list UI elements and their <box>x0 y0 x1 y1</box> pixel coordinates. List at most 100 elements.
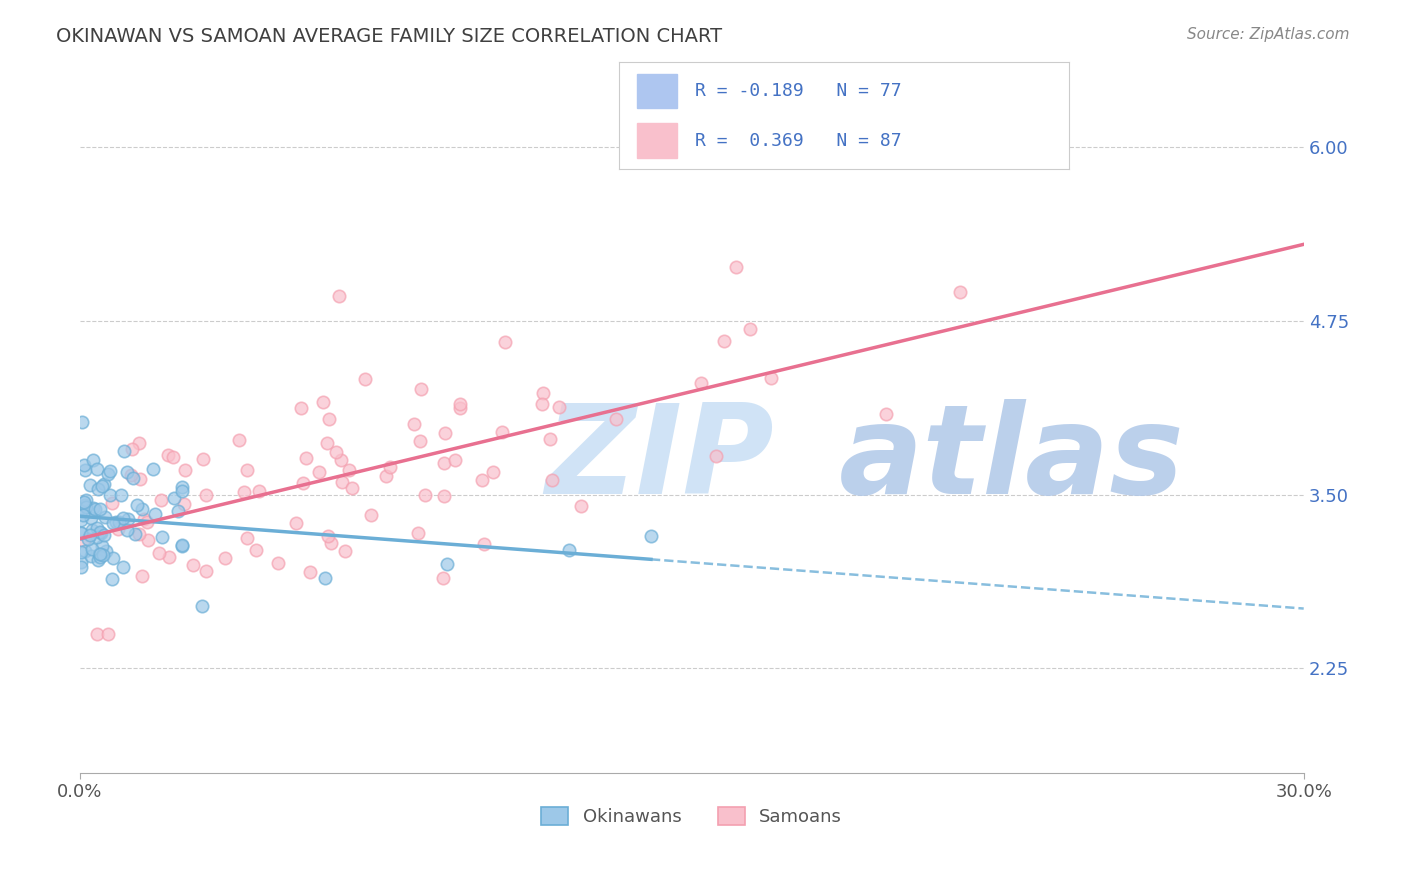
Point <box>472 537 495 551</box>
Point <box>89 548 111 562</box>
Point <box>316 529 339 543</box>
Point <box>170 483 193 498</box>
Point <box>170 480 193 494</box>
Point <box>75 492 97 507</box>
Point <box>131 501 153 516</box>
Point <box>132 512 155 526</box>
Point <box>157 550 180 565</box>
Point <box>103 550 125 565</box>
Point <box>724 260 747 274</box>
Point <box>541 473 564 487</box>
Point <box>531 385 554 400</box>
Point <box>138 533 160 547</box>
Point <box>232 485 254 500</box>
Text: atlas: atlas <box>838 400 1184 520</box>
Point <box>112 443 135 458</box>
Point <box>115 466 138 480</box>
Point <box>122 471 145 485</box>
Point <box>402 417 425 431</box>
Point <box>86 462 108 476</box>
Point <box>354 372 377 386</box>
Point <box>80 511 103 525</box>
Point <box>110 488 132 502</box>
Point <box>77 533 100 547</box>
Point <box>120 468 142 483</box>
Point <box>312 395 335 409</box>
Point <box>84 502 107 516</box>
Point <box>80 542 103 557</box>
Point <box>86 626 108 640</box>
Text: OKINAWAN VS SAMOAN AVERAGE FAMILY SIZE CORRELATION CHART: OKINAWAN VS SAMOAN AVERAGE FAMILY SIZE C… <box>56 27 723 45</box>
Point <box>128 527 150 541</box>
Point <box>73 458 96 473</box>
Point <box>142 462 165 476</box>
Point <box>444 453 467 467</box>
Point <box>761 370 783 384</box>
Point <box>191 599 214 613</box>
Point <box>170 538 193 552</box>
Point <box>86 521 108 535</box>
Point <box>70 513 93 527</box>
Point <box>236 531 259 545</box>
Point <box>482 465 505 479</box>
Point <box>316 436 339 450</box>
Point <box>640 529 662 543</box>
Point <box>449 397 471 411</box>
Point <box>413 488 436 502</box>
Text: ZIP: ZIP <box>546 400 773 520</box>
Point <box>70 526 93 541</box>
Point <box>98 464 121 478</box>
Point <box>195 488 218 502</box>
Point <box>69 555 91 569</box>
Point <box>157 448 180 462</box>
Point <box>875 407 897 421</box>
Point <box>94 544 117 558</box>
Point <box>105 515 128 529</box>
Point <box>328 288 350 302</box>
Point <box>491 425 513 440</box>
Point <box>80 549 103 564</box>
Point <box>82 452 104 467</box>
Point <box>267 556 290 570</box>
Point <box>538 433 561 447</box>
Point <box>93 527 115 541</box>
Point <box>90 526 112 541</box>
Point <box>704 449 727 463</box>
Point <box>86 482 108 496</box>
FancyBboxPatch shape <box>637 74 678 109</box>
Point <box>406 525 429 540</box>
Point <box>79 528 101 542</box>
Point <box>298 566 321 580</box>
Point <box>108 515 131 529</box>
Point <box>128 473 150 487</box>
Point <box>73 494 96 508</box>
Point <box>432 571 454 585</box>
Point <box>101 573 124 587</box>
Point <box>89 550 111 565</box>
Point <box>569 499 592 513</box>
Point <box>125 498 148 512</box>
Point <box>548 400 571 414</box>
Point <box>97 626 120 640</box>
Point <box>89 501 111 516</box>
Text: R = -0.189   N = 77: R = -0.189 N = 77 <box>695 82 901 100</box>
Point <box>434 426 457 441</box>
Point <box>89 547 111 561</box>
Point <box>75 500 97 515</box>
Point <box>494 335 516 350</box>
Point <box>228 433 250 447</box>
Point <box>98 488 121 502</box>
Point <box>70 545 93 559</box>
Point <box>713 334 735 348</box>
Point <box>91 479 114 493</box>
Point <box>194 565 217 579</box>
Text: Source: ZipAtlas.com: Source: ZipAtlas.com <box>1187 27 1350 42</box>
Point <box>530 397 553 411</box>
Point <box>70 416 93 430</box>
Point <box>166 504 188 518</box>
Point <box>295 450 318 465</box>
Point <box>449 401 471 415</box>
Point <box>360 508 382 523</box>
Point <box>93 477 115 491</box>
Point <box>247 483 270 498</box>
